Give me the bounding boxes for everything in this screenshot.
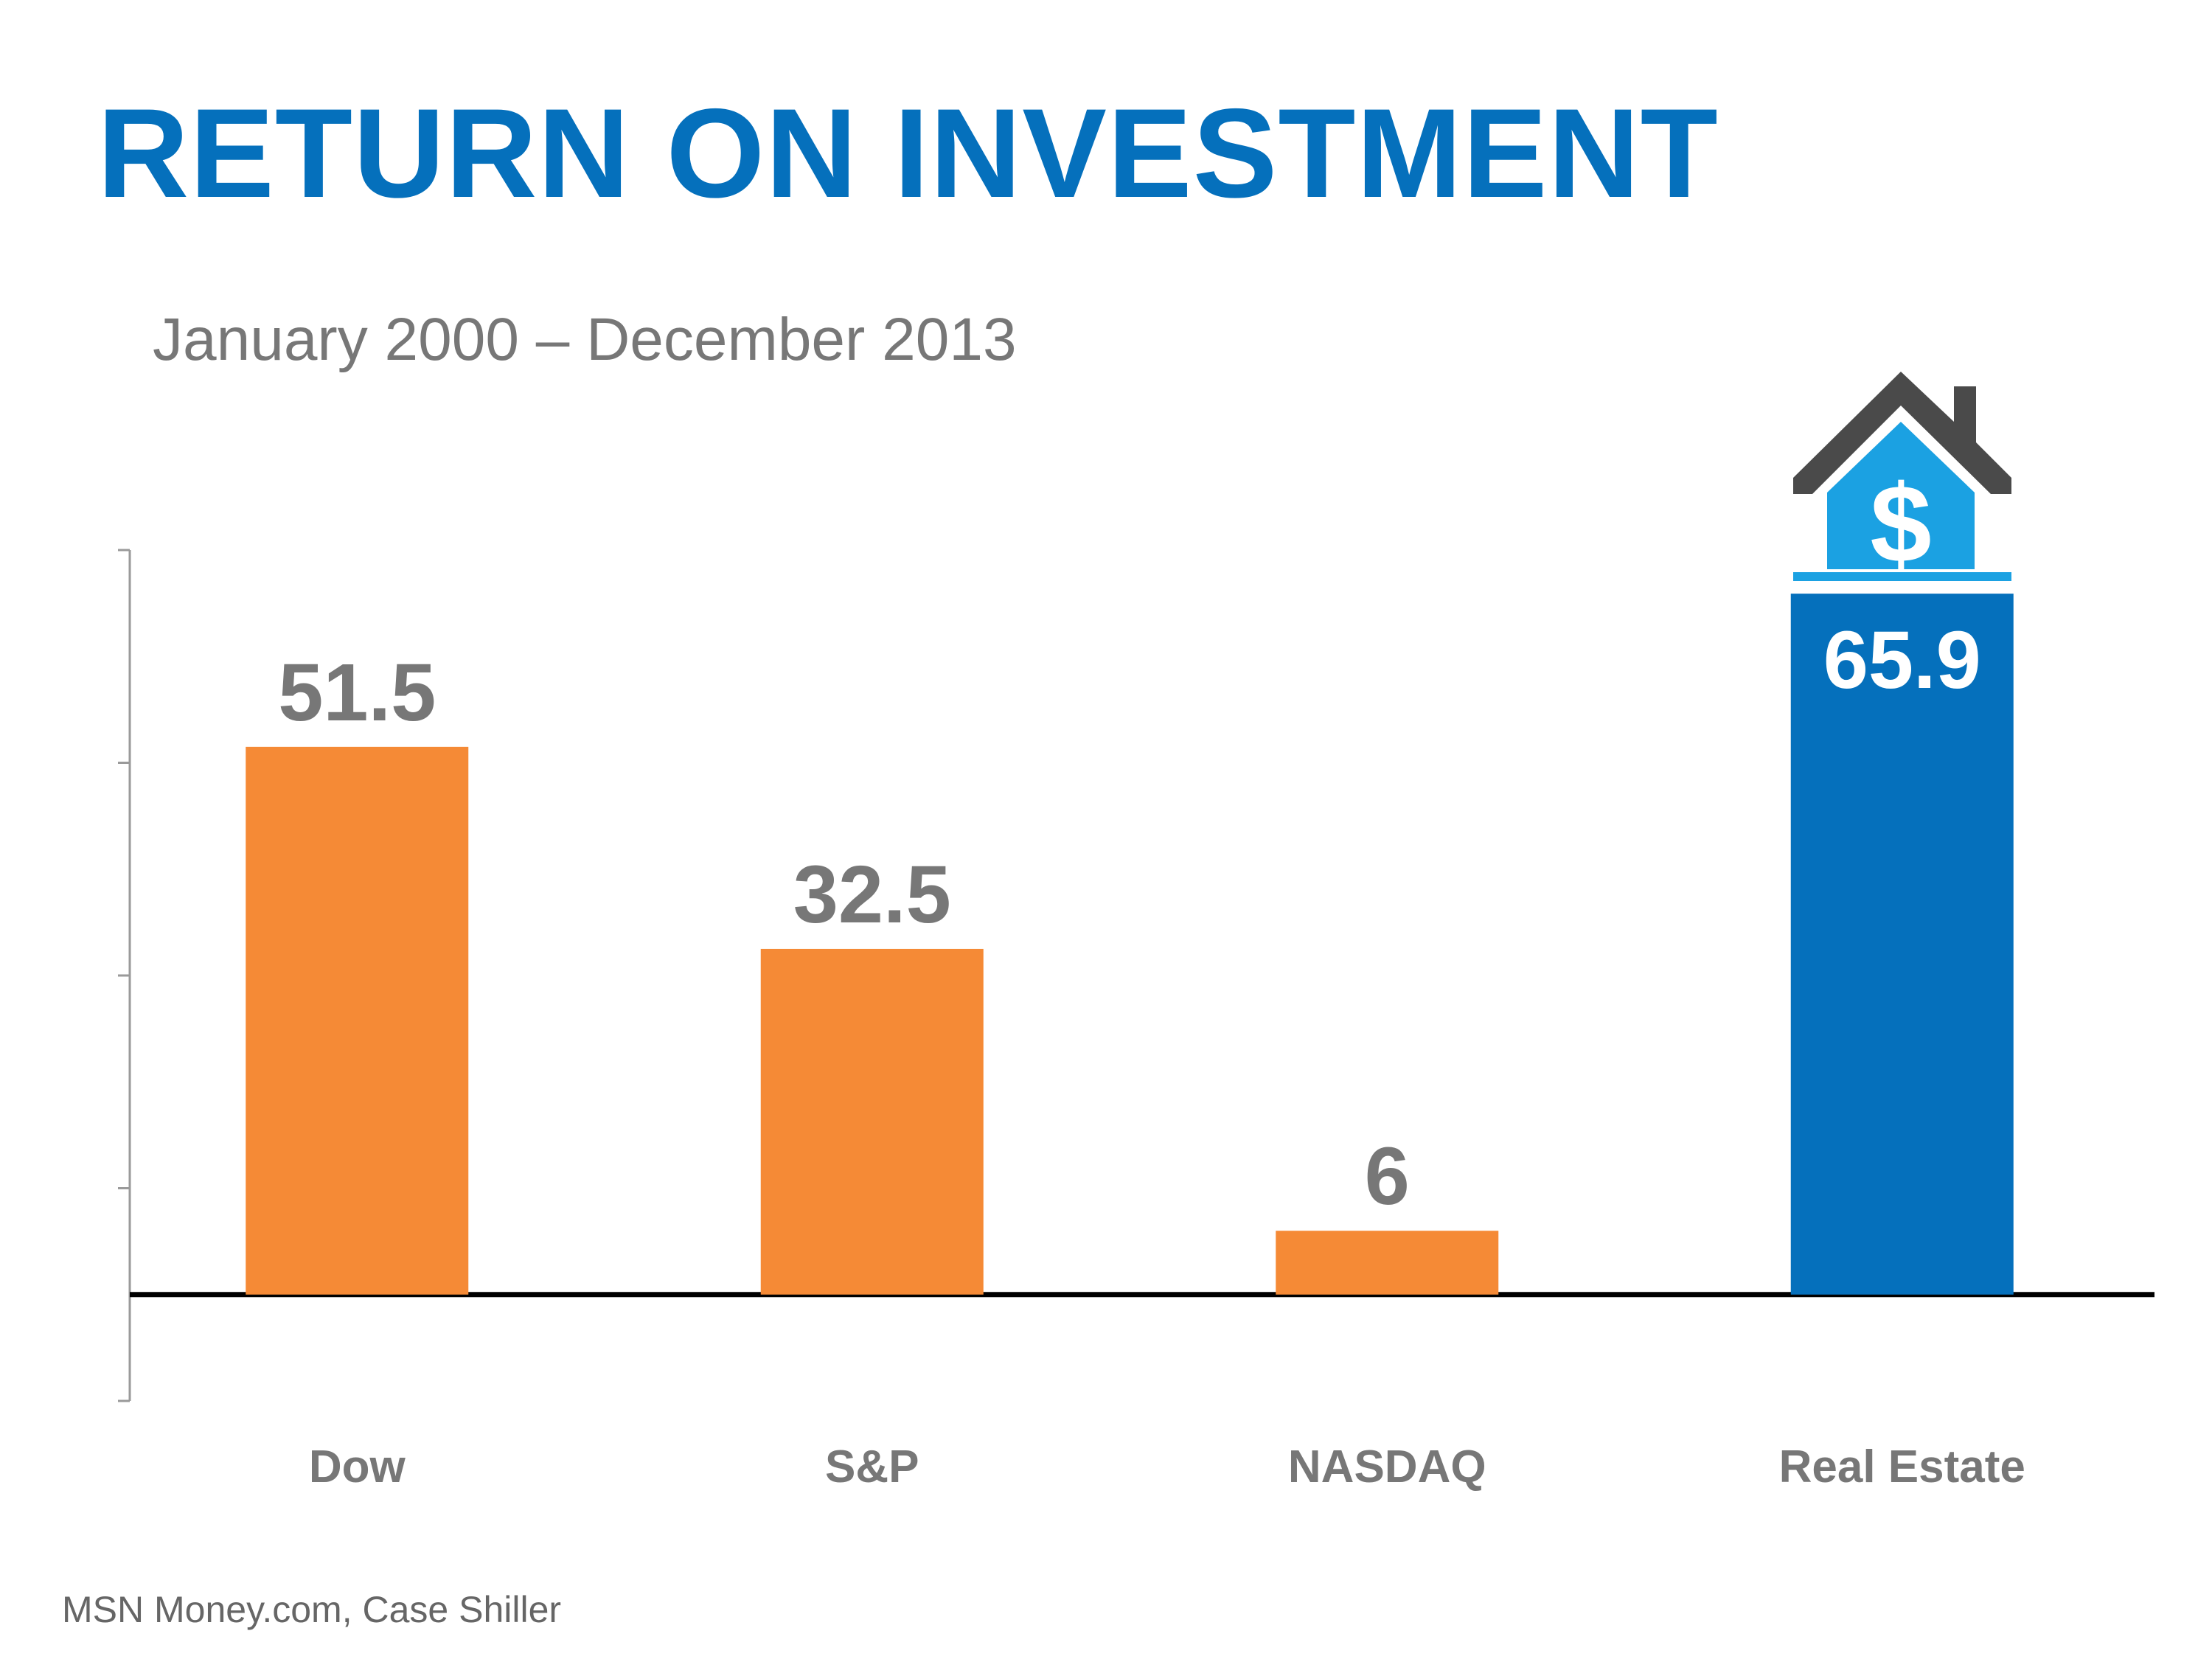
bar-real-estate: [1790, 594, 2014, 1295]
x-tick-label: S&P: [825, 1441, 919, 1492]
data-label: 51.5: [278, 647, 436, 738]
data-label: 32.5: [793, 849, 951, 940]
house-base-icon: [1793, 572, 2011, 581]
bar-dow: [246, 746, 469, 1295]
x-tick-label: Dow: [309, 1441, 406, 1492]
house-roof-icon: [1793, 372, 2011, 494]
bar-s-p: [760, 948, 984, 1295]
bars: 51.5 Dow 32.5 S&P 6 NASDAQ 65.9 Real Estate: [246, 594, 2025, 1492]
dollar-sign-icon: $: [1870, 462, 1931, 585]
bar-nasdaq: [1276, 1231, 1499, 1295]
chart-title: RETURN ON INVESTMENT: [97, 83, 1719, 224]
source-note: MSN Money.com, Case Shiller: [62, 1589, 562, 1630]
x-tick-label: Real Estate: [1779, 1441, 2025, 1492]
house-dollar-icon: $: [1793, 372, 2011, 585]
x-tick-label: NASDAQ: [1288, 1441, 1486, 1492]
house-body-icon: [1827, 422, 1975, 569]
data-label: 65.9: [1823, 615, 1981, 706]
chart-subtitle: January 2000 – December 2013: [153, 306, 1017, 373]
data-label: 6: [1365, 1131, 1410, 1222]
